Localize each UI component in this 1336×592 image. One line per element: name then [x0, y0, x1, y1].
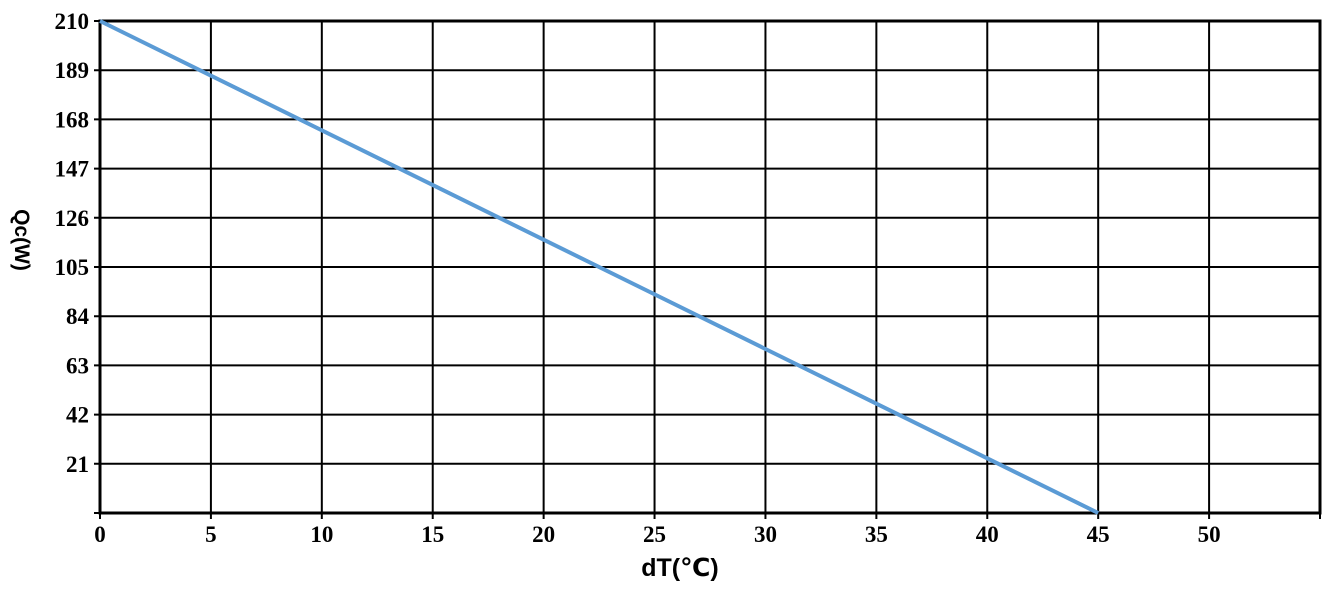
y-tick-label: 42: [66, 403, 89, 428]
x-tick-label: 20: [532, 522, 555, 547]
y-tick-label: 126: [55, 206, 90, 231]
y-tick-label: 168: [55, 107, 90, 132]
y-tick-label: 105: [55, 255, 90, 280]
x-tick-label: 5: [205, 522, 217, 547]
x-tick-label: 50: [1198, 522, 1221, 547]
y-tick-label: 147: [55, 157, 90, 182]
y-tick-label: 210: [55, 9, 90, 34]
x-axis-label: dT(℃): [641, 554, 719, 582]
y-tick-label: 63: [66, 353, 89, 378]
x-tick-label: 40: [976, 522, 999, 547]
x-tick-label: 15: [421, 522, 444, 547]
y-tick-label: 189: [55, 58, 90, 83]
y-tick-label: 84: [66, 304, 90, 329]
x-tick-label: 0: [94, 522, 106, 547]
plot-border: [98, 19, 1322, 515]
x-tick-label: 10: [310, 522, 333, 547]
x-tick-label: 30: [754, 522, 777, 547]
y-tick-label: 21: [66, 452, 89, 477]
x-tick-label: 45: [1087, 522, 1110, 547]
x-tick-label: 35: [865, 522, 888, 547]
y-axis-label: Qc(W): [10, 209, 33, 271]
x-tick-label: 25: [643, 522, 666, 547]
data-line-Qc-vs-dT: [99, 19, 1100, 515]
